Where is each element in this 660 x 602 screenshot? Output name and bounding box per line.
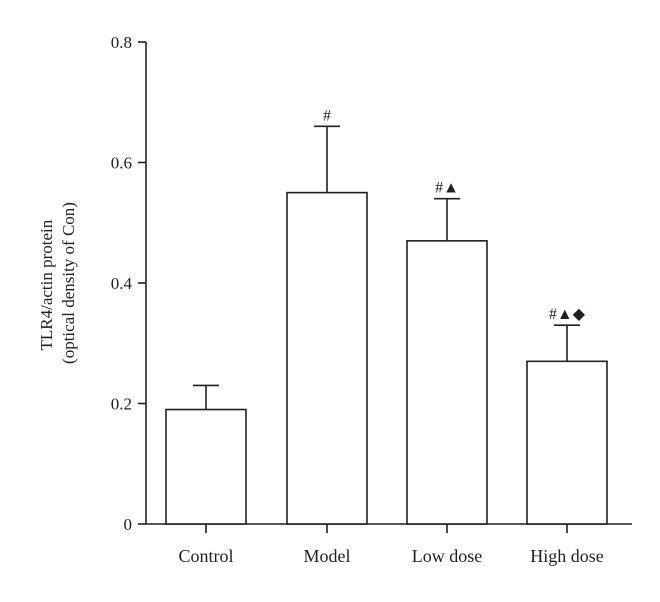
y-axis-label: TLR4/actin protein (optical density of C… bbox=[37, 202, 78, 364]
y-tick-label: 0.2 bbox=[111, 395, 132, 414]
y-tick-label: 0 bbox=[124, 515, 133, 534]
data-label: # bbox=[323, 107, 331, 124]
bar bbox=[165, 408, 247, 525]
y-tick-label: 0.4 bbox=[111, 274, 133, 293]
y-axis-label-line1: TLR4/actin protein bbox=[37, 219, 56, 350]
bar bbox=[286, 191, 368, 525]
y-axis-label-line2: (optical density of Con) bbox=[59, 202, 78, 364]
bar bbox=[406, 240, 488, 525]
x-tick-label: High dose bbox=[530, 546, 604, 566]
data-label: #▲ bbox=[435, 180, 459, 197]
data-label: #▲◆ bbox=[549, 306, 586, 323]
bars: # #▲ #▲◆ bbox=[165, 107, 608, 525]
y-tick-label: 0.8 bbox=[111, 33, 132, 52]
x-axis: Control Model Low dose High dose bbox=[146, 523, 632, 566]
y-axis: 0 0.2 0.4 0.6 0.8 bbox=[111, 33, 147, 534]
bar bbox=[526, 360, 608, 525]
x-tick-label: Low dose bbox=[412, 546, 483, 566]
x-tick-label: Control bbox=[178, 546, 233, 566]
x-tick-label: Model bbox=[304, 546, 351, 566]
y-tick-label: 0.6 bbox=[111, 154, 132, 173]
